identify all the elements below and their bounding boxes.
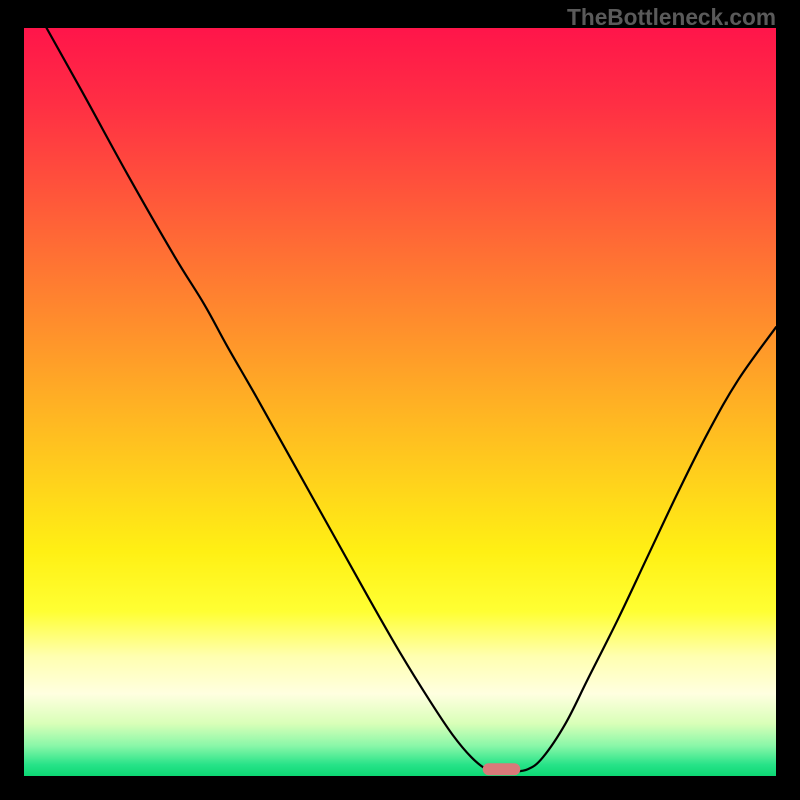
chart-frame: TheBottleneck.com <box>0 0 800 800</box>
chart-background <box>24 28 776 776</box>
watermark-text: TheBottleneck.com <box>567 4 776 31</box>
bottleneck-curve-chart <box>24 28 776 776</box>
optimal-point-marker <box>483 763 521 775</box>
